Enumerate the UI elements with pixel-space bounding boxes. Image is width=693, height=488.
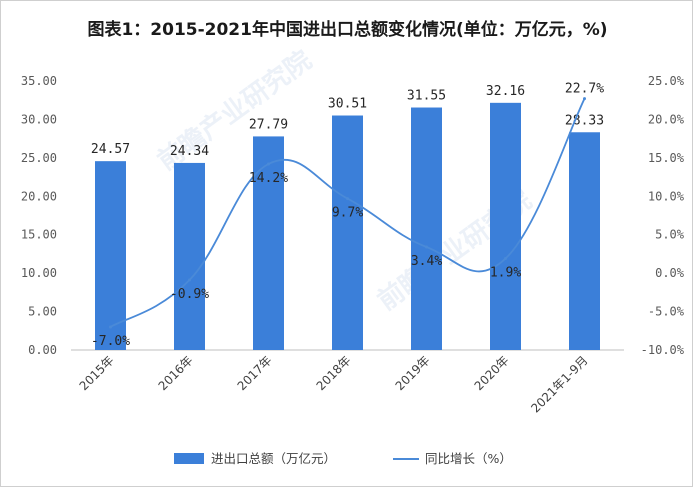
y-right-tick-label: 10.0% [648, 189, 685, 203]
growth-value-label: 14.2% [249, 171, 288, 186]
bar [332, 115, 363, 351]
y-left-tick-label: 5.00 [28, 305, 57, 319]
y-left-tick-label: 0.00 [28, 343, 57, 357]
bar-value-label: 24.34 [170, 144, 209, 159]
bar-value-label: 32.16 [486, 84, 525, 99]
x-tick-label: 2017年 [235, 353, 275, 393]
y-right-tick-label: -5.0% [648, 305, 685, 319]
bar-value-label: 24.57 [91, 142, 130, 157]
x-tick-label: 2016年 [156, 353, 196, 393]
growth-value-label: -0.9% [170, 287, 209, 302]
x-tick-label: 2018年 [314, 353, 354, 393]
bar-value-label: 28.33 [565, 113, 604, 128]
y-right-tick-label: 20.0% [648, 112, 685, 126]
growth-value-label: 9.7% [332, 206, 363, 221]
bar-value-label: 27.79 [249, 117, 288, 132]
y-left-tick-label: 10.00 [21, 266, 57, 280]
bar [174, 162, 205, 350]
y-left-tick-label: 15.00 [21, 228, 57, 242]
growth-point [267, 162, 270, 166]
growth-value-label: 1.9% [490, 266, 521, 281]
growth-point [504, 257, 507, 261]
y-left-tick-label: 35.00 [21, 74, 57, 88]
y-left-tick-label: 25.00 [21, 151, 57, 165]
growth-point [583, 97, 586, 101]
growth-point [109, 325, 112, 329]
bar [95, 161, 126, 350]
y-right-tick-label: 15.0% [648, 151, 685, 165]
y-right-tick-label: -10.0% [641, 343, 685, 357]
bar [253, 136, 284, 350]
growth-value-label: -7.0% [91, 334, 130, 349]
bar-value-label: 31.55 [407, 89, 446, 104]
y-right-tick-label: 25.0% [648, 74, 685, 88]
x-tick-label: 2020年 [472, 353, 512, 393]
growth-point [425, 245, 428, 249]
y-left-tick-label: 30.00 [21, 112, 57, 126]
bar [490, 102, 521, 351]
legend-swatch-bar [174, 453, 204, 464]
legend-label-bar: 进出口总额（万亿元） [211, 451, 336, 466]
growth-value-label: 3.4% [411, 254, 442, 269]
chart-title: 图表1：2015-2021年中国进出口总额变化情况(单位：万亿元，%) [87, 20, 608, 40]
bar-value-label: 30.51 [328, 97, 367, 112]
bar [569, 132, 600, 350]
growth-value-label: 22.7% [565, 82, 604, 97]
y-right-tick-label: 0.0% [655, 266, 685, 280]
legend-label-line: 同比增长（%） [425, 451, 512, 466]
bar [411, 107, 442, 350]
x-tick-label: 2019年 [393, 353, 433, 393]
growth-point [188, 278, 191, 282]
x-tick-label: 2015年 [77, 353, 117, 393]
x-tick-label: 2021年1-9月 [528, 353, 590, 415]
growth-point [346, 197, 349, 201]
y-left-tick-label: 20.00 [21, 189, 57, 203]
y-right-tick-label: 5.0% [655, 228, 685, 242]
